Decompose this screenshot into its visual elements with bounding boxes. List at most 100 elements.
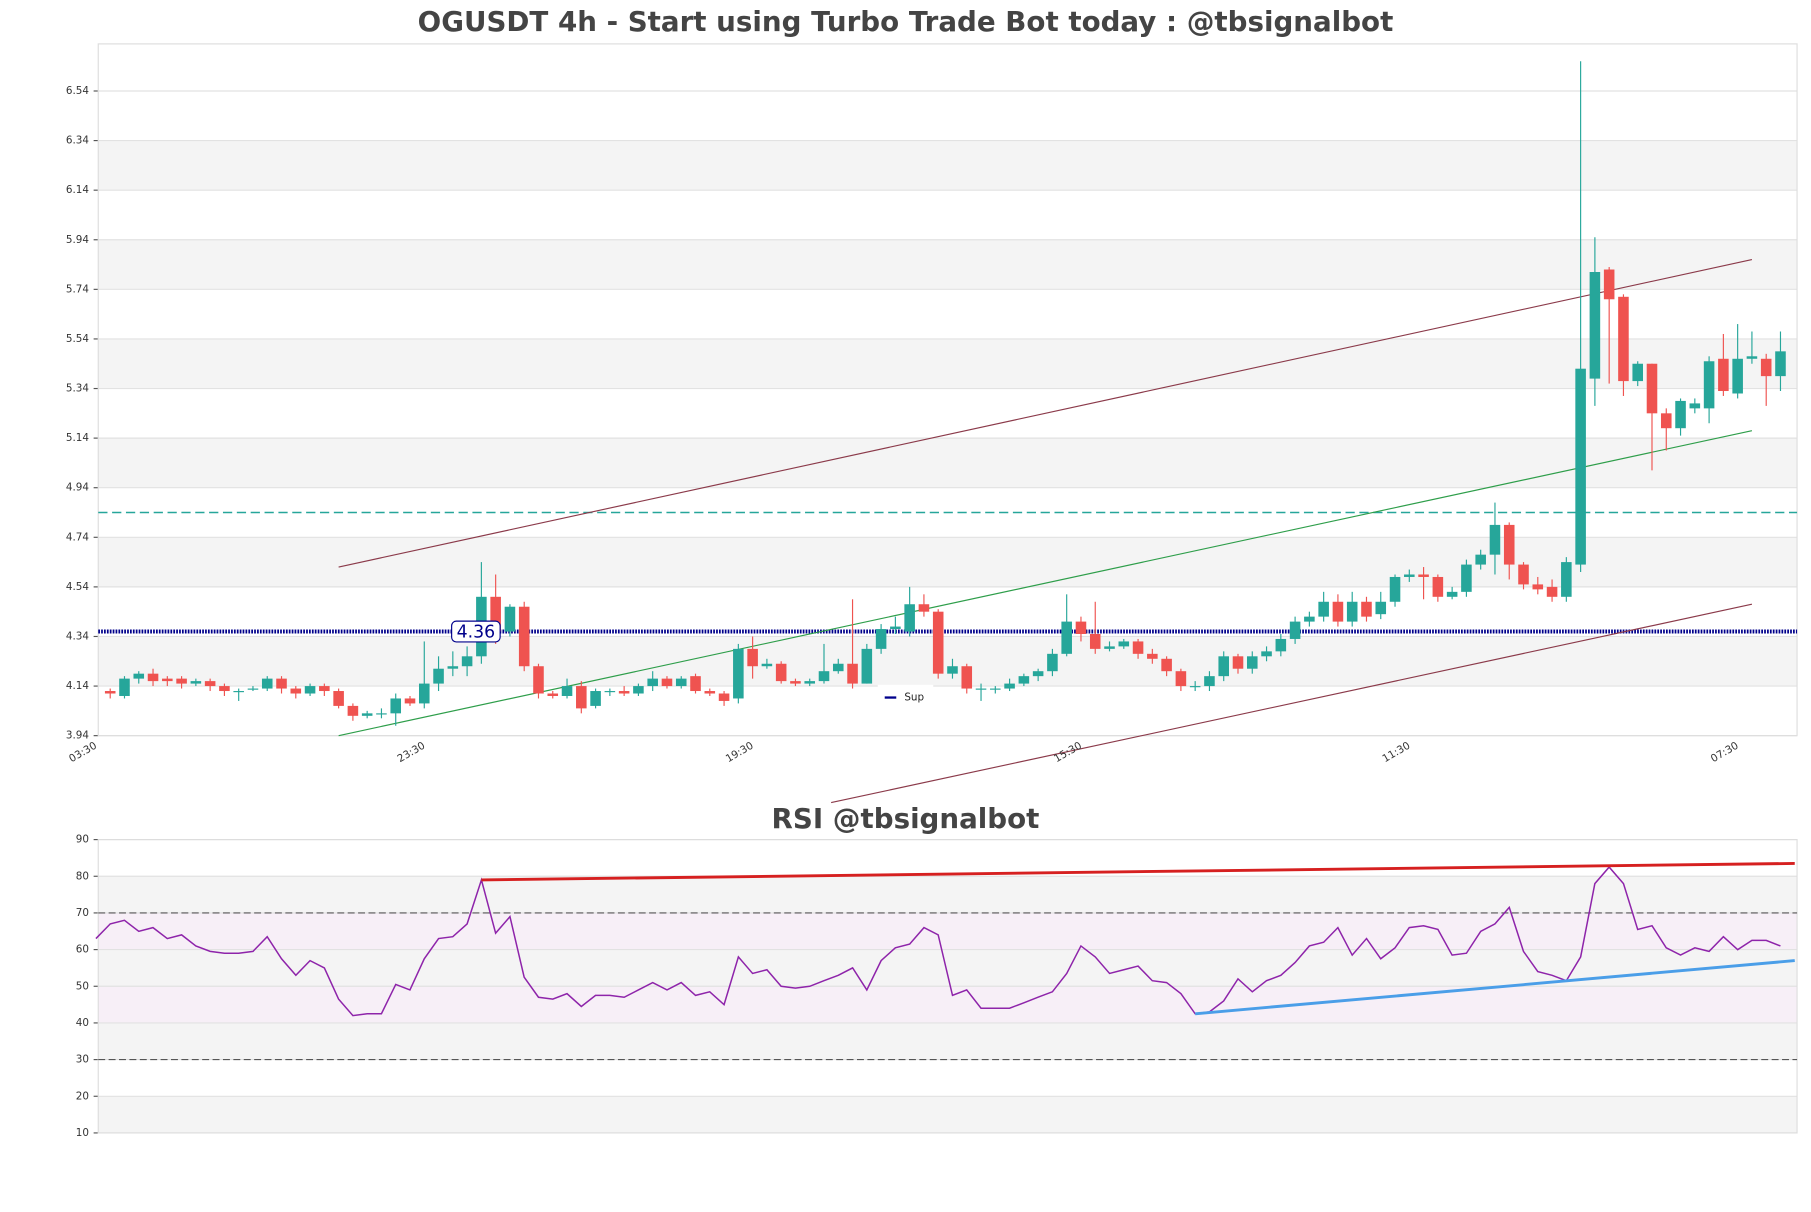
trendline [338, 430, 1753, 737]
candle-body [147, 673, 159, 682]
candle-body [1361, 601, 1372, 617]
candle-body [561, 686, 573, 696]
plot-frame [97, 839, 1798, 1134]
candle-body [1275, 638, 1287, 652]
grid-band [98, 140, 1798, 191]
candle-body [1646, 363, 1658, 414]
support-label: 4.36 [457, 623, 496, 643]
x-tick-label: 07:30 [1709, 740, 1741, 765]
candle-body [1218, 656, 1230, 677]
y-tick-label: 6.54 [66, 85, 89, 97]
candle-body [990, 688, 1001, 690]
candle-body [1175, 671, 1187, 687]
legend-box [877, 684, 934, 708]
rsi-title: RSI @tbsignalbot [772, 802, 1040, 835]
trendline [338, 259, 1753, 568]
candle-body [1118, 641, 1130, 647]
y-tick-label: 6.34 [66, 135, 89, 147]
candle-body [1575, 368, 1586, 565]
candle-body [404, 698, 416, 704]
y-tick-label: 4.54 [66, 581, 89, 593]
candle-body [1746, 356, 1758, 359]
trendline [481, 861, 1795, 882]
candle-body [1104, 646, 1115, 649]
candle-body [176, 678, 187, 684]
rsi-line [95, 865, 1781, 1017]
y-tick-label: 5.54 [66, 333, 89, 345]
candle-body [947, 666, 958, 674]
candle-body [1689, 403, 1701, 409]
y-tick-label: 5.34 [66, 383, 89, 395]
candle-body [290, 688, 302, 694]
candle-body [504, 606, 516, 632]
candle-body [1775, 351, 1786, 377]
candle-body [1061, 621, 1072, 654]
candle-body [675, 678, 687, 687]
candle-body [1318, 601, 1329, 617]
trendline [1195, 959, 1795, 1016]
y-tick-label: 70 [76, 907, 89, 919]
candle-body [162, 678, 173, 682]
y-tick-label: 40 [76, 1017, 89, 1029]
candle-body [433, 668, 444, 684]
y-tick-label: 4.34 [66, 630, 89, 642]
candle-body [104, 691, 116, 694]
y-tick-label: 20 [76, 1090, 89, 1102]
x-tick-label: 23:30 [395, 740, 427, 765]
candle-body [347, 705, 359, 716]
candle-body [690, 676, 701, 692]
candle-body [533, 666, 544, 694]
candle-body [333, 691, 344, 706]
candle-body [747, 648, 758, 667]
y-tick-label: 4.74 [66, 531, 89, 543]
candle-body [490, 596, 501, 632]
candle-body [1404, 574, 1415, 577]
candle-body [832, 663, 844, 672]
candle-body [1732, 358, 1743, 394]
candle-body [633, 686, 644, 694]
candle-body [1089, 633, 1101, 649]
y-tick-label: 30 [76, 1054, 89, 1066]
candle-body [376, 713, 387, 715]
candle-body [932, 611, 944, 674]
candle-body [390, 698, 402, 714]
candle-body [1018, 676, 1030, 684]
candle-body [1289, 621, 1301, 639]
candle-body [219, 686, 230, 692]
support-label-box [451, 620, 501, 643]
candle-body [304, 686, 316, 694]
candle-body [1675, 400, 1686, 429]
candle-body [1346, 601, 1358, 622]
candle-body [1261, 651, 1272, 657]
y-tick-label: 90 [76, 834, 89, 846]
candle-body [204, 681, 216, 687]
candle-body [975, 688, 987, 690]
candle-body [133, 673, 145, 679]
candle-body [1389, 576, 1401, 602]
candle-body [1475, 554, 1486, 565]
candle-body [1660, 413, 1672, 429]
candle-body [1161, 658, 1172, 672]
candle-body [961, 666, 973, 689]
candle-body [1147, 653, 1158, 659]
candle-body [1518, 564, 1529, 585]
candle-body [1618, 296, 1629, 382]
candle-body [790, 681, 801, 684]
candle-body [647, 678, 658, 687]
candle-body [261, 678, 273, 689]
candle-body [1632, 363, 1644, 382]
grid-band [98, 438, 1798, 488]
candle-body [1032, 671, 1044, 677]
grid-band [98, 338, 1798, 389]
candle-body [1432, 576, 1444, 597]
candle-body [319, 686, 330, 692]
grid-band [98, 1096, 1798, 1133]
grid-band [98, 876, 1798, 913]
legend-label: Sup [904, 692, 924, 704]
candle-body [1446, 591, 1458, 597]
candle-body [1718, 358, 1729, 392]
candle-body [1004, 683, 1015, 689]
candle-body [1232, 656, 1244, 669]
grid-band [98, 636, 1798, 687]
